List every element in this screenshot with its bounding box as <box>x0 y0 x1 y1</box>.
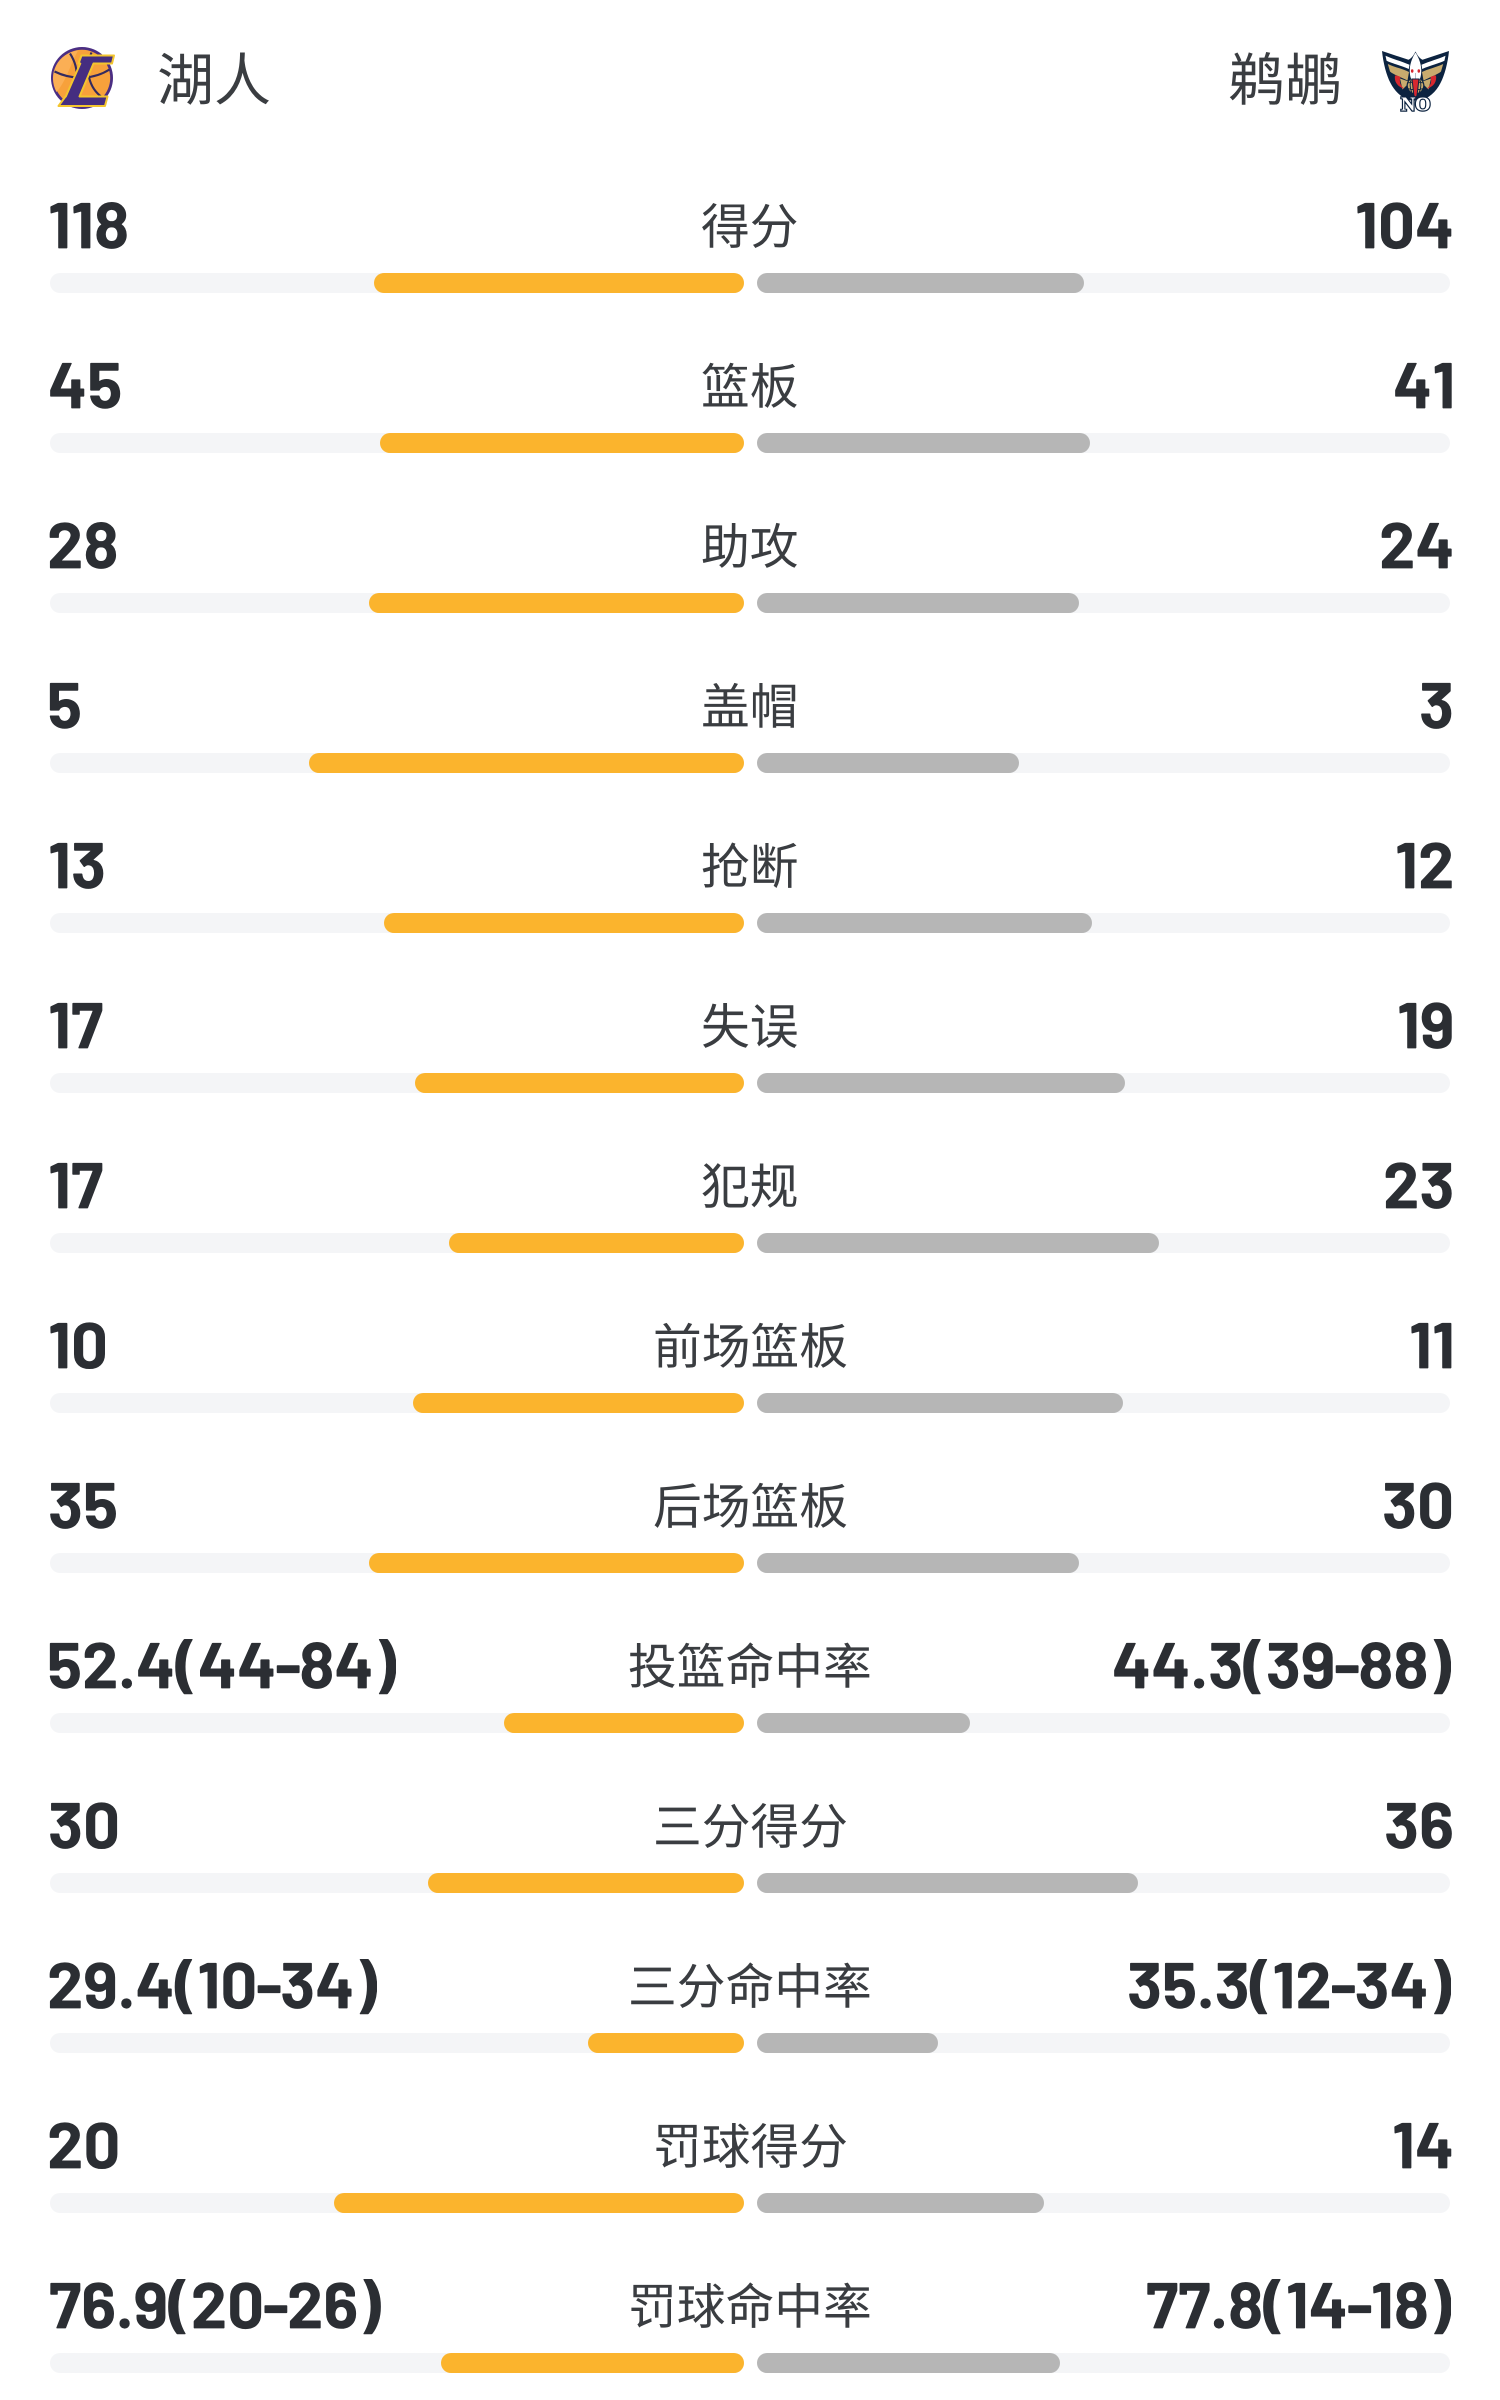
svg-text:NO: NO <box>1401 94 1430 115</box>
